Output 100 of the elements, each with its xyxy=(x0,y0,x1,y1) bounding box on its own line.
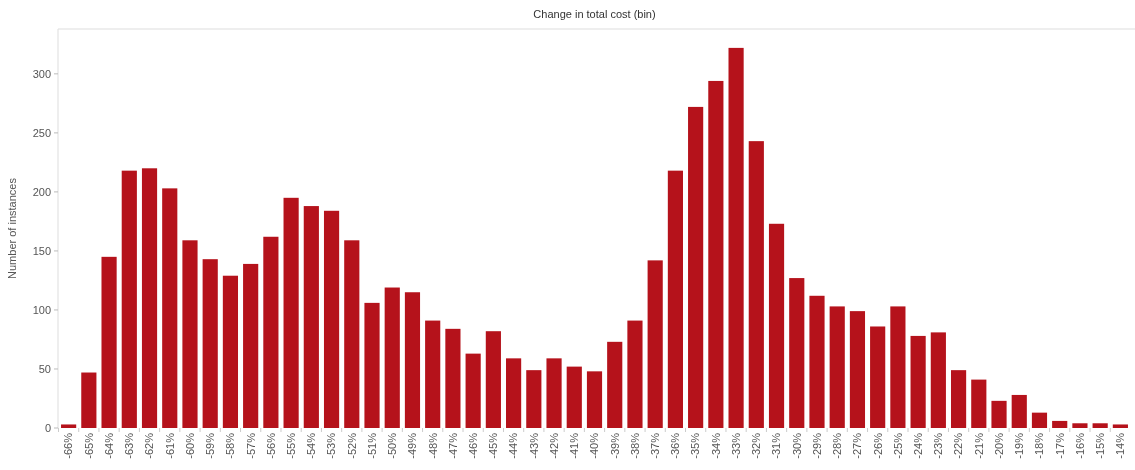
x-tick-label: -21% xyxy=(972,432,985,459)
bar xyxy=(344,240,360,428)
y-axis-title: Number of instances xyxy=(6,177,18,279)
bar xyxy=(121,170,137,428)
x-tick-label: -60% xyxy=(183,432,196,459)
bar xyxy=(1011,394,1027,428)
bar xyxy=(1052,420,1068,428)
bar xyxy=(1072,423,1088,428)
x-tick-label: -41% xyxy=(568,432,581,459)
x-tick-label: -54% xyxy=(305,432,318,459)
bar xyxy=(688,106,704,428)
x-tick-label: -20% xyxy=(992,432,1005,459)
x-tick-label: -57% xyxy=(244,432,257,459)
bar xyxy=(647,260,663,428)
bar xyxy=(243,263,259,428)
x-tick-label: -31% xyxy=(770,432,783,459)
bar xyxy=(829,306,845,428)
bar xyxy=(890,306,906,428)
x-tick-label: -44% xyxy=(507,432,520,459)
x-tick-label: -42% xyxy=(547,432,560,459)
bar xyxy=(809,295,825,428)
x-tick-label: -17% xyxy=(1053,432,1066,459)
x-tick-label: -52% xyxy=(345,432,358,459)
x-tick-label: -58% xyxy=(224,432,237,459)
x-tick-label: -26% xyxy=(871,432,884,459)
x-tick-label: -48% xyxy=(426,432,439,459)
bar xyxy=(1112,424,1128,428)
x-tick-label: -66% xyxy=(62,432,75,459)
x-tick-label: -43% xyxy=(527,432,540,459)
y-tick-label: 50 xyxy=(38,362,51,375)
x-tick-label: -14% xyxy=(1114,432,1127,459)
bar xyxy=(141,168,158,428)
x-tick-label: -59% xyxy=(204,432,217,459)
x-tick-label: -40% xyxy=(588,432,601,459)
bar xyxy=(910,335,926,428)
x-tick-label: -34% xyxy=(709,432,722,459)
x-tick-label: -45% xyxy=(487,432,500,459)
bar xyxy=(849,311,866,428)
bar xyxy=(1031,412,1048,428)
y-tick-label: 150 xyxy=(32,244,51,257)
x-tick-label: -47% xyxy=(446,432,459,459)
x-tick-label: -65% xyxy=(82,432,95,459)
bar xyxy=(81,372,97,428)
y-tick-label: 300 xyxy=(32,67,51,80)
x-tick-label: -37% xyxy=(649,432,662,459)
x-tick-label: -62% xyxy=(143,432,156,459)
bar xyxy=(506,358,522,428)
x-tick-label: -56% xyxy=(264,432,277,459)
bar xyxy=(425,320,441,428)
x-tick-label: -29% xyxy=(810,432,823,459)
bar xyxy=(768,223,785,428)
bar xyxy=(384,287,400,428)
bar xyxy=(870,326,886,428)
x-tick-label: -30% xyxy=(790,432,803,459)
x-tick-label: -33% xyxy=(729,432,742,459)
x-tick-label: -63% xyxy=(123,432,136,459)
bar xyxy=(162,188,178,428)
x-tick-label: -25% xyxy=(891,432,904,459)
bar xyxy=(526,370,542,428)
x-tick-label: -53% xyxy=(325,432,338,459)
bar xyxy=(627,320,643,428)
x-tick-label: -15% xyxy=(1094,432,1107,459)
y-tick-label: 250 xyxy=(32,126,51,139)
bar xyxy=(546,358,562,428)
bar xyxy=(728,47,744,428)
bar xyxy=(991,400,1007,428)
bar xyxy=(445,328,461,428)
bar xyxy=(748,141,764,428)
chart-title: Change in total cost (bin) xyxy=(533,8,656,20)
x-tick-label: -39% xyxy=(608,432,621,459)
x-tick-label: -55% xyxy=(284,432,297,459)
x-tick-label: -61% xyxy=(163,432,176,459)
bar xyxy=(283,197,299,428)
x-tick-label: -51% xyxy=(365,432,378,459)
bar xyxy=(789,278,805,428)
bar xyxy=(607,341,623,428)
x-tick-label: -64% xyxy=(102,432,115,459)
x-tick-label: -19% xyxy=(1013,432,1026,459)
y-tick-label: 100 xyxy=(32,303,51,316)
x-tick-label: -16% xyxy=(1073,432,1086,459)
bar xyxy=(1092,423,1108,428)
bar xyxy=(586,371,603,428)
bar xyxy=(364,302,380,428)
x-tick-label: -18% xyxy=(1033,432,1046,459)
bar xyxy=(485,331,501,428)
bar xyxy=(323,210,340,428)
bar xyxy=(101,256,117,428)
bar xyxy=(263,236,279,428)
bar xyxy=(182,240,198,428)
x-tick-label: -28% xyxy=(831,432,844,459)
bar xyxy=(708,80,724,428)
x-tick-label: -24% xyxy=(911,432,924,459)
bar xyxy=(404,292,421,428)
x-tick-label: -22% xyxy=(952,432,965,459)
x-tick-label: -32% xyxy=(750,432,763,459)
y-tick-label: 200 xyxy=(32,185,51,198)
bar xyxy=(303,206,319,428)
bar xyxy=(566,366,582,428)
bar xyxy=(930,332,946,428)
bar xyxy=(202,259,218,428)
